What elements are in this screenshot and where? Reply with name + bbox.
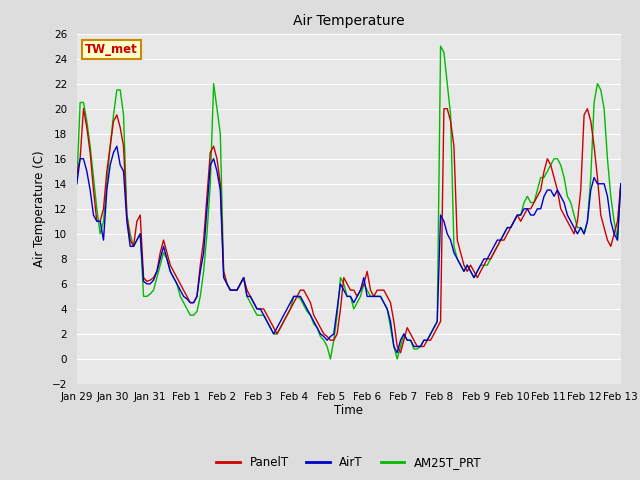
Text: TW_met: TW_met <box>85 43 138 56</box>
Legend: PanelT, AirT, AM25T_PRT: PanelT, AirT, AM25T_PRT <box>212 451 486 474</box>
X-axis label: Time: Time <box>334 405 364 418</box>
Y-axis label: Air Temperature (C): Air Temperature (C) <box>33 151 46 267</box>
Title: Air Temperature: Air Temperature <box>293 14 404 28</box>
